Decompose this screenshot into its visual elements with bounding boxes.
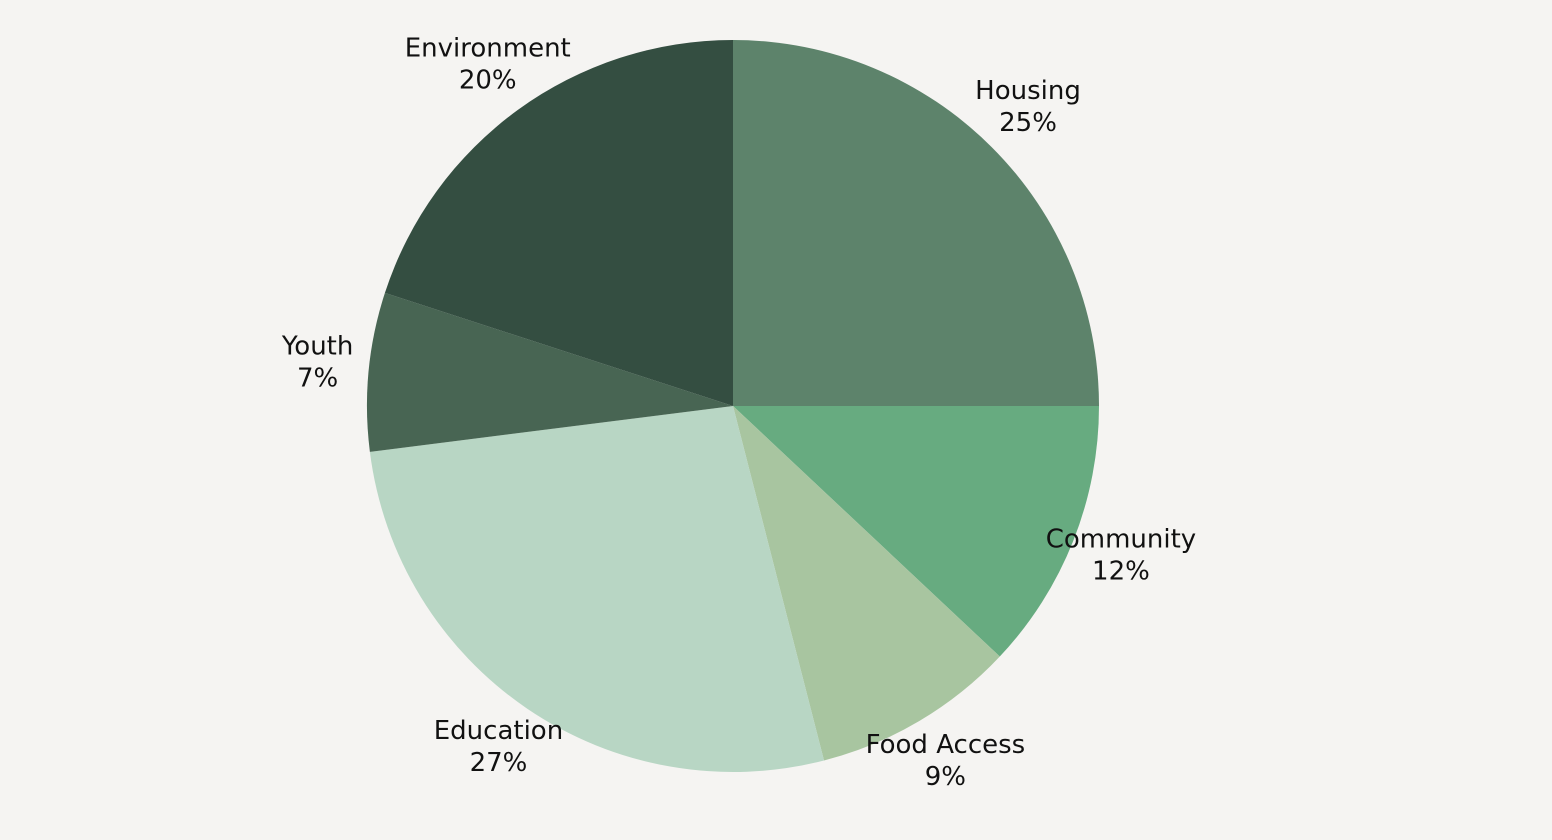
slice-name-community: Community xyxy=(1046,525,1196,555)
slice-name-youth: Youth xyxy=(281,332,354,362)
pie-slice-housing xyxy=(733,40,1099,406)
pie-slice-education xyxy=(369,406,825,772)
slice-name-housing: Housing xyxy=(975,76,1081,106)
slice-name-environment: Environment xyxy=(405,33,571,63)
pie-slices xyxy=(367,40,1099,772)
slice-percent-youth: 7% xyxy=(297,364,338,394)
slice-name-education: Education xyxy=(434,716,563,746)
slice-percent-housing: 25% xyxy=(999,108,1057,138)
pie-slice-youth xyxy=(367,292,733,452)
slice-percent-environment: 20% xyxy=(459,65,517,95)
pie-slice-community xyxy=(733,406,1099,657)
slice-percent-community: 12% xyxy=(1092,557,1150,587)
slice-percent-food-access: 9% xyxy=(925,762,966,792)
pie-slice-food-access xyxy=(733,406,1000,761)
pie-slice-environment xyxy=(384,40,733,406)
slice-name-food-access: Food Access xyxy=(866,730,1026,760)
slice-percent-education: 27% xyxy=(470,748,528,778)
